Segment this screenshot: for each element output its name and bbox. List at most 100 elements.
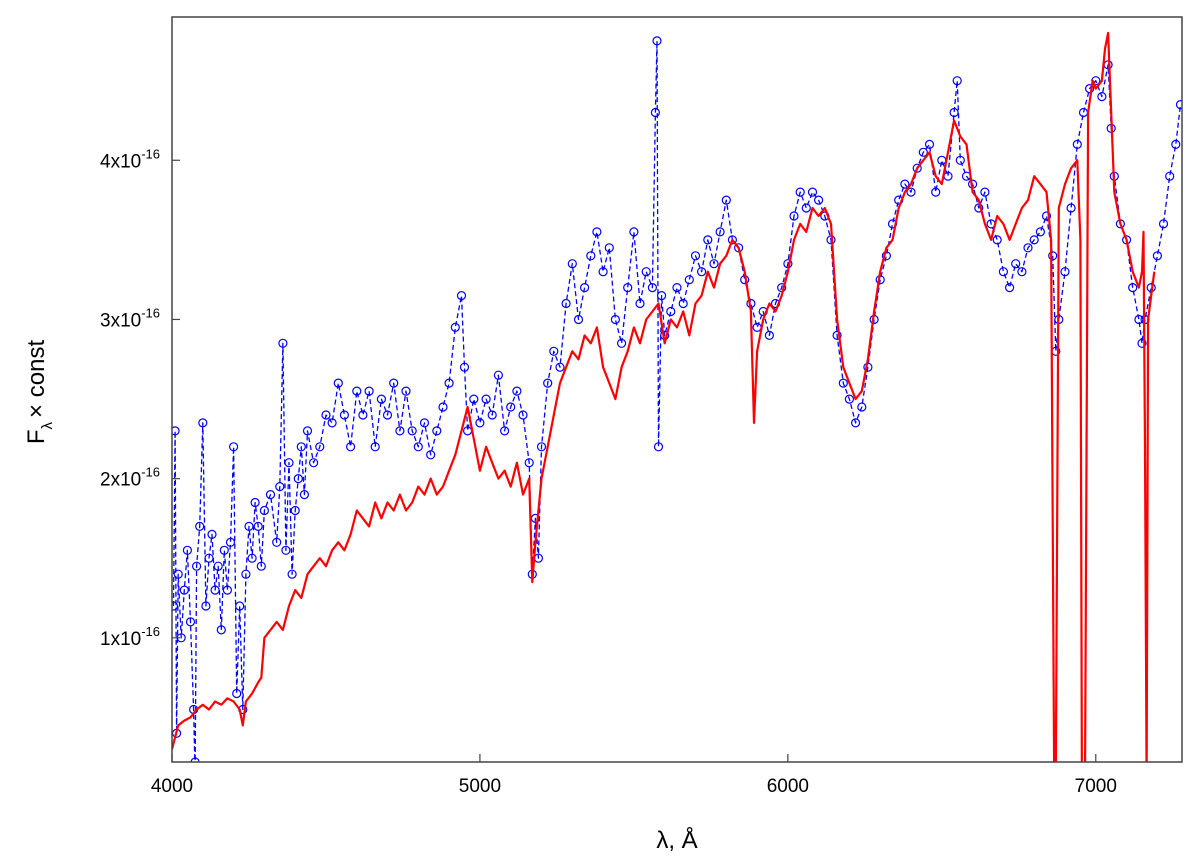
observed-data-point xyxy=(906,187,916,197)
observed-data-point xyxy=(192,561,202,571)
observed-data-point xyxy=(459,362,470,372)
observed-data-point xyxy=(204,553,214,563)
y-tick-mantissa: 2x10 xyxy=(100,470,141,491)
observed-data-point xyxy=(690,251,701,261)
observed-data-point xyxy=(715,227,725,237)
y-tick-label: 2x10-16 xyxy=(100,465,160,491)
y-tick-label: 1x10-16 xyxy=(100,624,160,650)
observed-data-point xyxy=(172,601,179,611)
observed-data-point xyxy=(650,107,661,118)
observed-data-point xyxy=(1017,267,1027,277)
observed-data-point xyxy=(623,283,633,293)
observed-data-point xyxy=(727,235,738,245)
x-axis-title: λ, Å xyxy=(656,826,697,854)
observed-data-point xyxy=(764,330,775,340)
observed-data-point xyxy=(912,163,922,173)
observed-data-point xyxy=(604,243,614,253)
observed-data-point xyxy=(293,474,303,484)
y-tick-label: 3x10-16 xyxy=(100,305,160,331)
observed-data-point xyxy=(309,458,319,468)
y-tick-exponent: -16 xyxy=(141,305,160,320)
y-tick-exponent: -16 xyxy=(141,146,160,161)
observed-data-point xyxy=(229,442,239,452)
observed-data-point xyxy=(561,298,571,309)
observed-data-point xyxy=(1011,259,1021,269)
observed-data-point xyxy=(672,283,682,293)
observed-data-point xyxy=(370,442,380,452)
observed-data-point xyxy=(281,545,291,555)
observed-data-point xyxy=(1158,219,1169,229)
observed-data-point xyxy=(284,458,294,468)
observed-data-point xyxy=(500,426,510,436)
observed-data-point xyxy=(857,402,867,412)
y-tick-mantissa: 1x10 xyxy=(100,629,141,650)
observed-data-point xyxy=(1171,139,1181,149)
observed-spectrum-line xyxy=(172,40,1182,762)
observed-data-point xyxy=(413,442,423,452)
y-tick-exponent: -16 xyxy=(141,465,160,480)
observed-data-point xyxy=(813,195,824,205)
observed-data-point xyxy=(629,227,639,237)
observed-data-point xyxy=(265,490,276,500)
observed-data-point xyxy=(219,545,229,555)
observed-data-point xyxy=(696,267,707,277)
observed-data-point xyxy=(1175,100,1182,110)
y-axis-title-main: F xyxy=(23,429,50,444)
x-tick-marks xyxy=(171,754,1097,762)
observed-data-point xyxy=(315,442,325,452)
observed-data-point xyxy=(333,378,343,388)
observed-data-point xyxy=(275,482,285,492)
observed-data-point xyxy=(1035,227,1046,237)
observed-data-point xyxy=(419,418,430,428)
observed-data-point xyxy=(216,625,226,635)
observed-data-point xyxy=(586,251,596,261)
observed-data-point xyxy=(579,283,590,293)
observed-data-point xyxy=(222,585,232,595)
observed-data-point xyxy=(401,386,411,396)
observed-data-point xyxy=(678,298,688,309)
y-axis-title-rest: × const xyxy=(23,340,50,418)
observed-data-point xyxy=(481,394,491,404)
observed-data-point xyxy=(438,402,448,412)
x-tick-labels: 4000 5000 6000 7000 xyxy=(151,776,1117,797)
observed-data-point xyxy=(924,139,935,149)
observed-data-point xyxy=(567,259,577,269)
observed-data-point xyxy=(395,426,405,436)
observed-data-point xyxy=(709,259,719,269)
observed-data-point xyxy=(182,545,192,555)
x-tick-label: 5000 xyxy=(459,776,501,797)
observed-data-point xyxy=(653,442,664,452)
observed-data-point xyxy=(616,338,627,348)
observed-data-point xyxy=(1066,203,1076,213)
observed-data-point xyxy=(1060,267,1070,277)
observed-data-point xyxy=(176,633,186,643)
observed-data-point xyxy=(795,187,805,197)
observed-data-point xyxy=(666,306,676,317)
observed-data-point xyxy=(299,490,309,500)
observed-data-point xyxy=(549,346,559,356)
observed-data-point xyxy=(1029,235,1039,245)
observed-data-point xyxy=(235,601,245,611)
model-spectrum-series xyxy=(172,31,1156,762)
observed-data-point xyxy=(952,76,962,86)
observed-data-point xyxy=(555,362,565,372)
observed-data-point xyxy=(955,155,965,165)
observed-data-point xyxy=(339,410,349,420)
observed-data-point xyxy=(327,418,337,428)
observed-data-point xyxy=(232,688,242,699)
observed-data-point xyxy=(179,585,189,595)
observed-data-point xyxy=(652,36,662,46)
observed-data-point xyxy=(352,386,362,396)
observed-data-point xyxy=(1084,83,1095,94)
observed-data-point xyxy=(524,458,534,468)
observed-data-point xyxy=(832,330,842,340)
observed-data-point xyxy=(173,569,183,579)
observed-data-point xyxy=(900,179,910,189)
observed-spectrum-series xyxy=(172,36,1182,762)
observed-data-point xyxy=(456,291,467,301)
observed-data-point xyxy=(1128,283,1138,293)
observed-data-point xyxy=(506,402,516,412)
plot-frame xyxy=(171,16,1183,763)
observed-data-point xyxy=(838,378,848,388)
